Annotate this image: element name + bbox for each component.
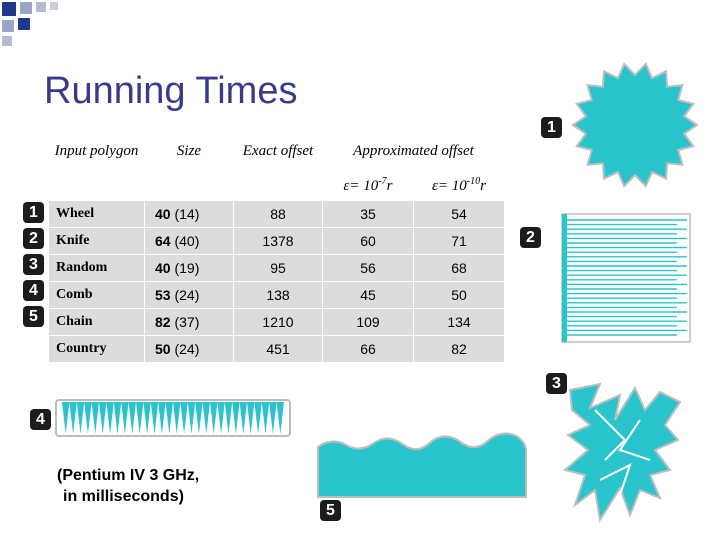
table-row: Comb 53 (24) 138 45 50: [48, 281, 505, 309]
random-polygon-image: [562, 382, 682, 523]
size-paren: (14): [174, 206, 200, 222]
table-header-row: Input polygon Size Exact offset Approxim…: [48, 136, 505, 201]
size-value: 82: [155, 314, 171, 330]
chain-polygon-image: [317, 432, 527, 498]
hardware-note-line2: in milliseconds): [63, 488, 184, 505]
polygon-name: Knife: [48, 227, 145, 255]
polygon-size: 40 (19): [144, 254, 234, 282]
polygon-name: Country: [48, 335, 145, 363]
slide-title: Running Times: [44, 70, 298, 112]
exact-time: 1210: [233, 308, 323, 336]
comb-polygon-image: [55, 399, 291, 437]
approx-time-eps10: 68: [413, 254, 505, 282]
exact-time: 1378: [233, 227, 323, 255]
row-marker-2: 2: [23, 228, 44, 249]
table-row: Chain 82 (37) 1210 109 134: [48, 308, 505, 336]
polygon-size: 64 (40): [144, 227, 234, 255]
hardware-note-line1: (Pentium IV 3 GHz,: [57, 467, 200, 484]
size-value: 40: [155, 206, 171, 222]
approx-time-eps10: 54: [413, 200, 505, 228]
size-paren: (24): [174, 287, 200, 303]
polygon-size: 50 (24): [144, 335, 234, 363]
exact-time: 95: [233, 254, 323, 282]
size-value: 50: [155, 341, 171, 357]
size-value: 40: [155, 260, 171, 276]
size-paren: (19): [174, 260, 200, 276]
exact-time: 138: [233, 281, 323, 309]
shape-marker-comb: 4: [30, 409, 51, 430]
approx-time-eps10: 134: [413, 308, 505, 336]
polygon-name: Wheel: [48, 200, 145, 228]
size-value: 64: [155, 233, 171, 249]
table-row: Country 50 (24) 451 66 82: [48, 335, 505, 363]
exact-time: 451: [233, 335, 323, 363]
approx-time-eps7: 45: [322, 281, 414, 309]
approx-time-eps10: 82: [413, 335, 505, 363]
approx-time-eps10: 50: [413, 281, 505, 309]
shape-marker-wheel: 1: [541, 117, 562, 138]
running-times-table: Input polygon Size Exact offset Approxim…: [48, 136, 505, 363]
row-marker-4: 4: [23, 280, 44, 301]
polygon-size: 40 (14): [144, 200, 234, 228]
corner-decoration: [2, 2, 58, 46]
polygon-size: 53 (24): [144, 281, 234, 309]
size-paren: (37): [174, 314, 200, 330]
approx-time-eps7: 60: [322, 227, 414, 255]
polygon-name: Chain: [48, 308, 145, 336]
hardware-note: (Pentium IV 3 GHz, in milliseconds): [57, 465, 199, 507]
size-paren: (40): [174, 233, 200, 249]
approx-time-eps7: 35: [322, 200, 414, 228]
approx-time-eps7: 56: [322, 254, 414, 282]
header-eps-10: ε= 10-10r: [413, 169, 505, 201]
row-marker-5: 5: [23, 306, 44, 327]
shape-marker-knife: 2: [520, 227, 541, 248]
size-paren: (24): [174, 341, 200, 357]
header-size: Size: [144, 136, 234, 201]
row-marker-1: 1: [23, 202, 44, 223]
exact-time: 88: [233, 200, 323, 228]
shape-marker-random: 3: [546, 373, 567, 394]
size-value: 53: [155, 287, 171, 303]
wheel-polygon-image: [571, 62, 699, 188]
polygon-size: 82 (37): [144, 308, 234, 336]
table-row: Knife 64 (40) 1378 60 71: [48, 227, 505, 255]
table-row: Random 40 (19) 95 56 68: [48, 254, 505, 282]
polygon-name: Comb: [48, 281, 145, 309]
approx-time-eps7: 109: [322, 308, 414, 336]
knife-polygon-image: [561, 213, 691, 343]
header-approximated-offset: Approximated offset: [322, 136, 505, 170]
row-marker-3: 3: [23, 254, 44, 275]
approx-time-eps7: 66: [322, 335, 414, 363]
shape-marker-chain: 5: [320, 500, 341, 521]
header-input-polygon: Input polygon: [48, 136, 145, 201]
approx-time-eps10: 71: [413, 227, 505, 255]
header-eps-7: ε= 10-7r: [322, 169, 414, 201]
table-row: Wheel 40 (14) 88 35 54: [48, 200, 505, 228]
header-exact-offset: Exact offset: [233, 136, 323, 201]
polygon-name: Random: [48, 254, 145, 282]
